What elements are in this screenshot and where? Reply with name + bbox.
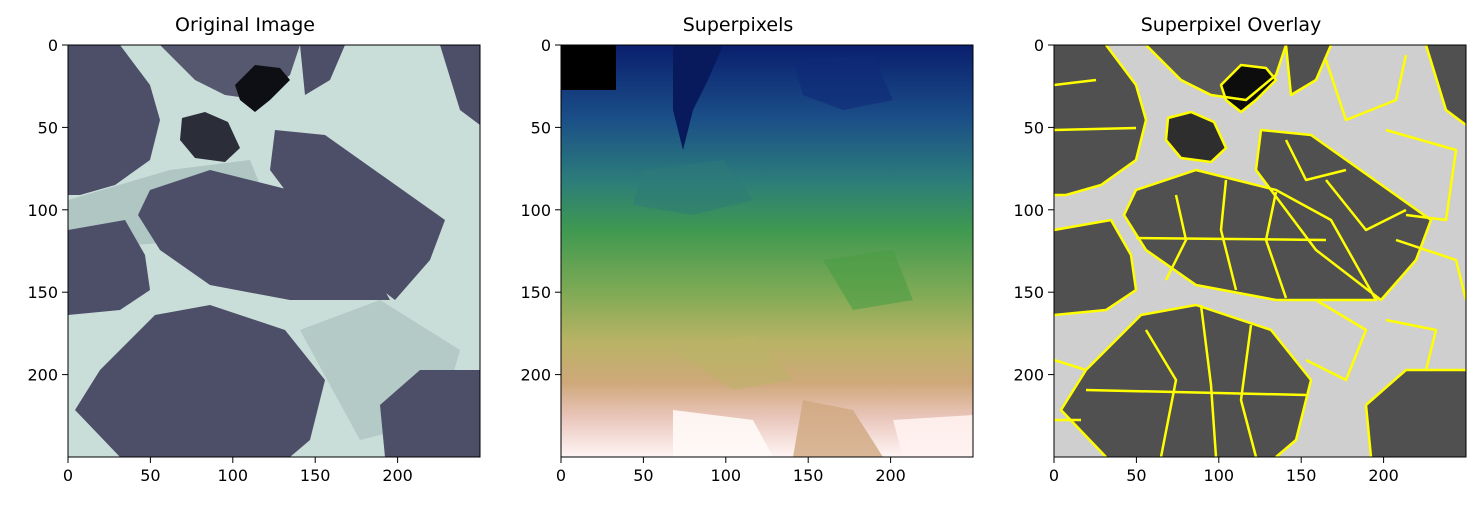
panel-title: Original Image: [175, 14, 315, 36]
y-tick-label: 50: [38, 118, 58, 137]
x-tick-label: 0: [1049, 466, 1059, 485]
x-tick-label: 50: [1126, 466, 1146, 485]
grain: [75, 305, 325, 457]
overlay-axes: 0 50 100 150 200 0 50 100 150 200: [1013, 36, 1467, 485]
y-tick-label: 50: [531, 118, 551, 137]
x-tick-label: 0: [63, 466, 73, 485]
grain: [380, 370, 480, 457]
x-axis: 0 50 100 150 200: [1049, 457, 1399, 485]
pore: [180, 112, 240, 162]
x-tick-label: 100: [218, 466, 249, 485]
y-axis: 0 50 100 150 200: [520, 36, 561, 385]
x-axis: 0 50 100 150 200: [63, 457, 413, 485]
y-tick-label: 50: [1024, 118, 1044, 137]
original-image-axes: 0 50 100 150 200 0 50 100 150 200: [27, 36, 481, 485]
panel-title: Superpixels: [682, 14, 794, 36]
superpixel: [561, 45, 616, 90]
y-tick-label: 150: [27, 283, 58, 302]
superpixels-axes: 0 50 100 150 200 0 50 100 150 200: [520, 36, 974, 485]
y-axis: 0 50 100 150 200: [1013, 36, 1054, 385]
y-axis: 0 50 100 150 200: [27, 36, 68, 385]
x-tick-label: 150: [300, 466, 331, 485]
x-tick-label: 150: [1286, 466, 1317, 485]
y-tick-label: 200: [1013, 366, 1044, 385]
x-tick-label: 100: [711, 466, 742, 485]
superpixel-map: [561, 45, 973, 457]
x-tick-label: 150: [793, 466, 824, 485]
y-tick-label: 100: [520, 201, 551, 220]
x-tick-label: 200: [382, 466, 413, 485]
y-tick-label: 100: [27, 201, 58, 220]
panel-superpixel-overlay: Superpixel Overlay: [986, 0, 1476, 506]
x-tick-label: 200: [875, 466, 906, 485]
y-tick-label: 150: [1013, 283, 1044, 302]
y-tick-label: 150: [520, 283, 551, 302]
x-tick-label: 50: [140, 466, 160, 485]
x-tick-label: 200: [1368, 466, 1399, 485]
grain: [138, 170, 390, 300]
y-tick-label: 0: [541, 36, 551, 55]
panel-title: Superpixel Overlay: [1140, 14, 1322, 36]
y-tick-label: 200: [27, 366, 58, 385]
superpixel: [673, 45, 723, 150]
x-tick-label: 0: [556, 466, 566, 485]
grain: [68, 220, 150, 315]
grain: [270, 130, 445, 300]
panel-original-image: Original Image 0 50 100 150 200 0 50 100 150 2: [0, 0, 490, 506]
y-tick-label: 0: [1034, 36, 1044, 55]
grain: [300, 45, 345, 95]
y-tick-label: 0: [48, 36, 58, 55]
grain: [68, 45, 160, 195]
y-tick-label: 100: [1013, 201, 1044, 220]
panel-superpixels: Superpixels: [493, 0, 983, 506]
pore: [235, 65, 290, 112]
superpixel-boundaries: [1054, 45, 1466, 457]
y-tick-label: 200: [520, 366, 551, 385]
x-tick-label: 50: [633, 466, 653, 485]
grain: [440, 45, 480, 125]
x-axis: 0 50 100 150 200: [556, 457, 906, 485]
x-tick-label: 100: [1204, 466, 1235, 485]
